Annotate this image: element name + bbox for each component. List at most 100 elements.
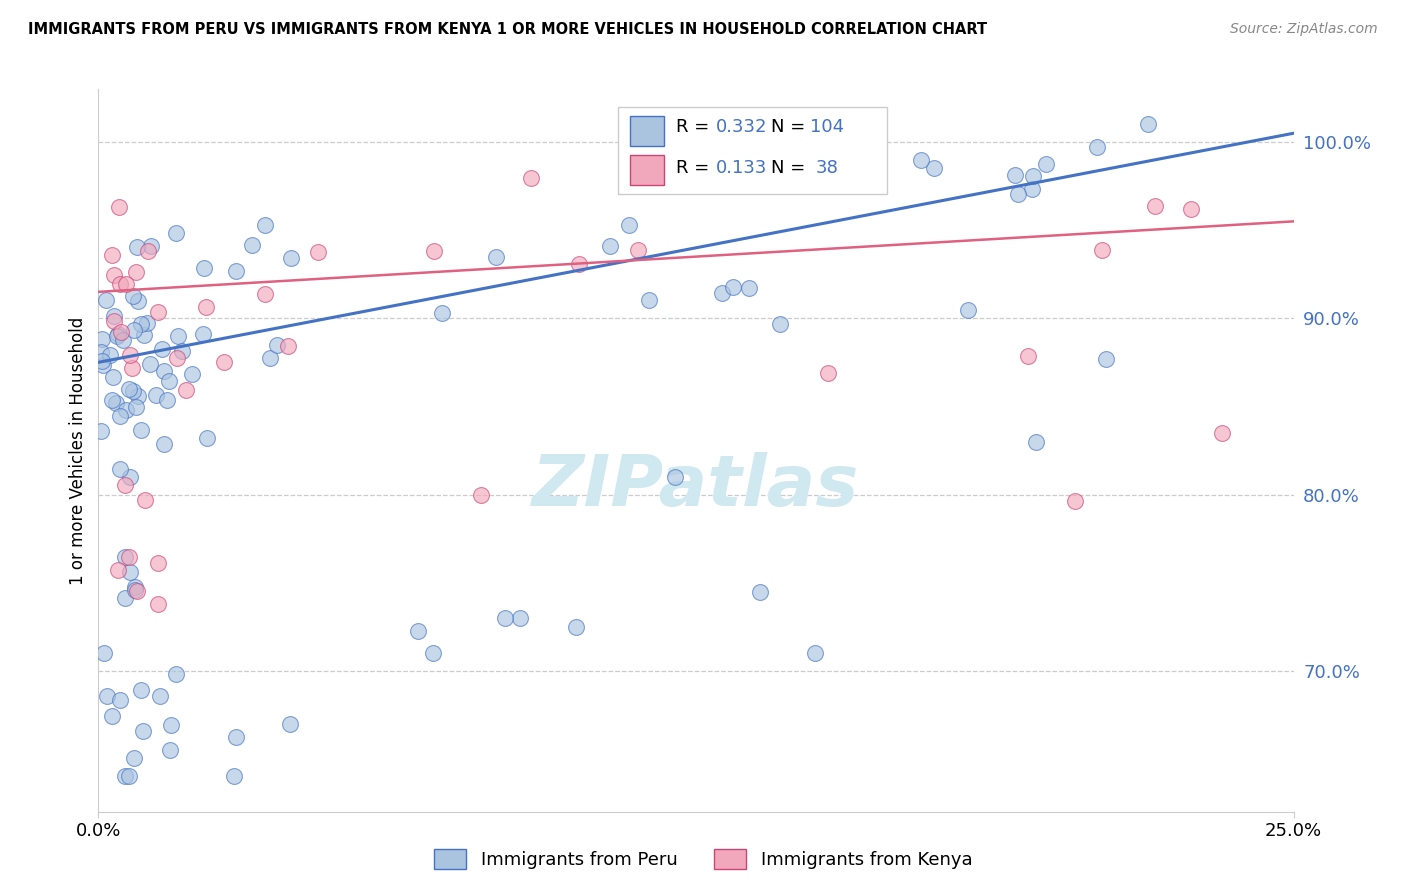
- Point: [96, 293, 118, 308]
- Text: N =: N =: [772, 119, 811, 136]
- Point: [105, 329, 128, 343]
- Point: [152, 364, 174, 378]
- Point: [1144, 199, 1167, 213]
- Point: [145, 388, 167, 402]
- Point: [638, 293, 661, 307]
- Point: [1021, 182, 1043, 196]
- Text: N =: N =: [772, 159, 811, 177]
- Point: [804, 646, 827, 660]
- Point: [134, 492, 156, 507]
- Point: [127, 240, 149, 254]
- Point: [125, 265, 148, 279]
- Point: [118, 550, 141, 565]
- Point: [156, 392, 179, 407]
- Point: [90, 354, 112, 368]
- Point: [225, 730, 247, 744]
- Point: [93, 646, 115, 660]
- Point: [1017, 349, 1039, 363]
- Point: [172, 343, 194, 358]
- Point: [139, 239, 162, 253]
- Point: [146, 305, 169, 319]
- Point: [149, 690, 172, 704]
- Point: [101, 708, 124, 723]
- Point: [1025, 434, 1047, 449]
- Point: [195, 300, 218, 314]
- Point: [103, 268, 125, 283]
- Point: [127, 389, 149, 403]
- Point: [619, 218, 641, 232]
- Point: [1180, 202, 1202, 217]
- Text: R =: R =: [676, 119, 714, 136]
- Point: [654, 178, 676, 193]
- Point: [485, 250, 508, 264]
- Point: [100, 247, 122, 261]
- Point: [91, 331, 114, 345]
- Point: [509, 611, 531, 625]
- Point: [103, 370, 125, 384]
- Point: [1085, 140, 1108, 154]
- Point: [922, 161, 945, 175]
- Point: [278, 716, 301, 731]
- Point: [103, 310, 125, 324]
- Point: [627, 243, 650, 257]
- Point: [1137, 118, 1160, 132]
- Point: [664, 469, 686, 483]
- Point: [1004, 168, 1026, 182]
- Point: [129, 682, 152, 697]
- Point: [112, 333, 135, 347]
- Point: [115, 403, 138, 417]
- Point: [121, 361, 143, 376]
- Point: [114, 769, 136, 783]
- Point: [150, 342, 173, 356]
- Point: [153, 437, 176, 451]
- Point: [129, 317, 152, 331]
- Point: [254, 286, 277, 301]
- Point: [122, 384, 145, 398]
- Point: [761, 151, 783, 165]
- Point: [195, 431, 218, 445]
- Point: [108, 200, 131, 214]
- Point: [711, 285, 734, 300]
- Text: Source: ZipAtlas.com: Source: ZipAtlas.com: [1230, 22, 1378, 37]
- Point: [136, 316, 159, 330]
- Point: [96, 690, 118, 704]
- Point: [100, 392, 122, 407]
- Point: [280, 251, 302, 265]
- Point: [1091, 243, 1114, 257]
- Point: [277, 339, 299, 353]
- Point: [90, 424, 112, 438]
- Point: [430, 305, 453, 319]
- Point: [159, 743, 181, 757]
- Point: [115, 277, 138, 291]
- FancyBboxPatch shape: [630, 116, 664, 146]
- Point: [91, 358, 114, 372]
- FancyBboxPatch shape: [630, 155, 664, 186]
- Y-axis label: 1 or more Vehicles in Household: 1 or more Vehicles in Household: [69, 317, 87, 584]
- Point: [129, 423, 152, 437]
- Point: [165, 226, 187, 240]
- Point: [307, 245, 329, 260]
- Point: [114, 591, 136, 606]
- Point: [1095, 351, 1118, 366]
- Point: [191, 327, 214, 342]
- Point: [599, 238, 621, 252]
- Point: [1211, 425, 1233, 440]
- Point: [406, 624, 429, 639]
- Point: [105, 396, 128, 410]
- Point: [114, 550, 136, 565]
- Point: [748, 584, 770, 599]
- Point: [470, 487, 492, 501]
- Point: [107, 563, 129, 577]
- Point: [124, 580, 146, 594]
- Point: [120, 565, 142, 579]
- Point: [167, 328, 190, 343]
- Point: [423, 244, 446, 258]
- Text: 0.332: 0.332: [716, 119, 768, 136]
- Point: [90, 345, 112, 359]
- Text: 104: 104: [810, 119, 844, 136]
- Point: [240, 238, 263, 252]
- Point: [817, 367, 839, 381]
- Point: [422, 646, 444, 660]
- Point: [225, 264, 247, 278]
- Point: [1064, 494, 1087, 508]
